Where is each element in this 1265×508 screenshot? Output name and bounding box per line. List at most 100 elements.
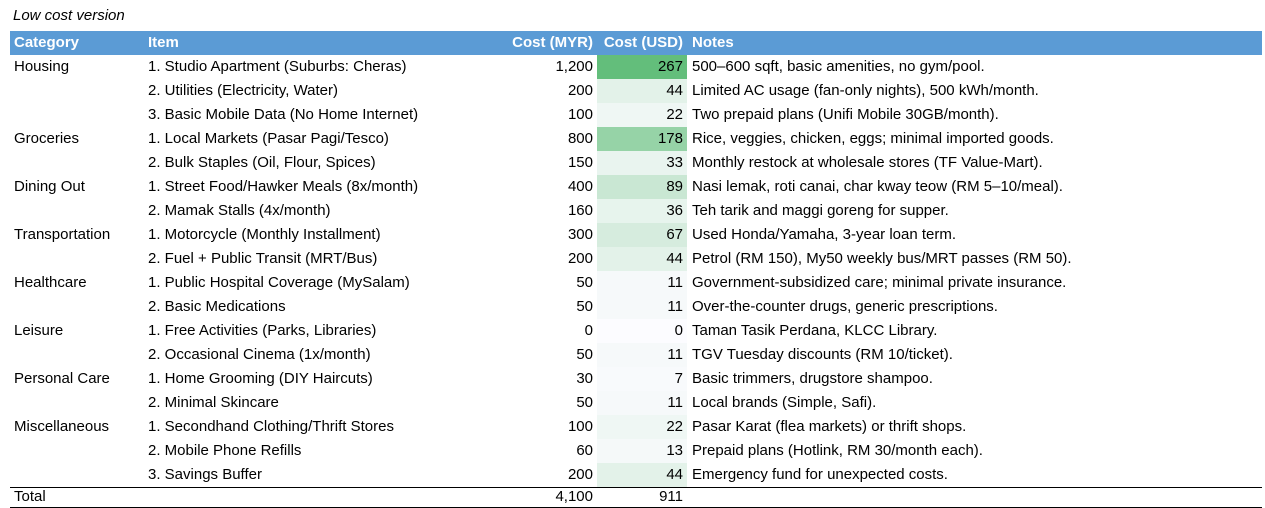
cell-category[interactable] [10,151,148,175]
cell-notes[interactable]: Basic trimmers, drugstore shampoo. [692,370,933,387]
cell-notes[interactable]: Rice, veggies, chicken, eggs; minimal im… [692,130,1054,147]
cell-item[interactable]: 3. Basic Mobile Data (No Home Internet) [148,106,419,123]
cell-item[interactable]: 1. Studio Apartment (Suburbs: Cheras) [148,58,407,75]
cell-notes[interactable]: Teh tarik and maggi goreng for supper. [692,202,949,219]
cell-cost-usd[interactable]: 0 [597,319,687,343]
cell-cost-usd[interactable]: 44 [597,247,687,271]
total-cost-myr[interactable]: 4,100 [555,488,593,505]
cell-item[interactable]: 1. Motorcycle (Monthly Installment) [148,226,381,243]
cell-category[interactable] [10,103,148,127]
cell-cost-myr[interactable]: 100 [567,106,593,123]
cell-cost-myr[interactable]: 300 [567,226,593,243]
cell-category[interactable] [10,391,148,415]
cell-cost-usd[interactable]: 267 [597,55,687,79]
cell-item[interactable]: 3. Savings Buffer [148,466,262,483]
cell-cost-usd[interactable]: 7 [597,367,687,391]
cell-cost-myr[interactable]: 800 [567,130,593,147]
cell-cost-usd[interactable]: 11 [597,271,687,295]
cell-cost-myr[interactable]: 1,200 [555,58,593,75]
cell-category[interactable]: Transportation [14,226,111,243]
cell-notes[interactable]: Monthly restock at wholesale stores (TF … [692,154,1043,171]
cell-item[interactable]: 2. Utilities (Electricity, Water) [148,82,339,99]
cell-notes[interactable]: Local brands (Simple, Safi). [692,394,877,411]
cell-category[interactable]: Miscellaneous [14,418,110,435]
cell-cost-myr[interactable]: 150 [567,154,593,171]
cell-cost-usd[interactable]: 22 [597,415,687,439]
cell-notes[interactable]: Used Honda/Yamaha, 3-year loan term. [692,226,957,243]
cell-category[interactable] [10,295,148,319]
cell-notes[interactable]: Government-subsidized care; minimal priv… [692,274,1067,291]
cell-notes[interactable]: Limited AC usage (fan-only nights), 500 … [692,82,1039,99]
column-header-cost-myr[interactable]: Cost (MYR) [512,34,593,51]
cell-cost-usd[interactable]: 11 [597,391,687,415]
cell-notes[interactable]: Nasi lemak, roti canai, char kway teow (… [692,178,1063,195]
cell-cost-usd[interactable]: 11 [597,343,687,367]
table-row: 2. Basic Medications 50 11 Over-the-coun… [10,295,1262,319]
cell-cost-myr[interactable]: 200 [567,82,593,99]
cell-category[interactable] [10,79,148,103]
cell-item[interactable]: 1. Local Markets (Pasar Pagi/Tesco) [148,130,389,147]
column-header-notes[interactable]: Notes [692,34,734,51]
cell-category[interactable] [10,247,148,271]
cell-item[interactable]: 1. Secondhand Clothing/Thrift Stores [148,418,394,435]
cell-category[interactable] [10,439,148,463]
column-header-item[interactable]: Item [148,34,179,51]
cell-item[interactable]: 2. Occasional Cinema (1x/month) [148,346,371,363]
cell-notes[interactable]: 500–600 sqft, basic amenities, no gym/po… [692,58,985,75]
cell-notes[interactable]: Emergency fund for unexpected costs. [692,466,948,483]
cell-item[interactable]: 2. Basic Medications [148,298,286,315]
cell-category[interactable]: Groceries [14,130,80,147]
cell-notes[interactable]: Two prepaid plans (Unifi Mobile 30GB/mon… [692,106,999,123]
cell-category[interactable]: Personal Care [14,370,110,387]
cell-item[interactable]: 1. Public Hospital Coverage (MySalam) [148,274,410,291]
cell-cost-myr[interactable]: 30 [576,370,593,387]
cell-cost-usd[interactable]: 22 [597,103,687,127]
cell-cost-myr[interactable]: 400 [567,178,593,195]
table-row: Housing 1. Studio Apartment (Suburbs: Ch… [10,55,1262,79]
cell-cost-usd[interactable]: 178 [597,127,687,151]
column-header-category[interactable]: Category [14,34,80,51]
cell-cost-usd[interactable]: 33 [597,151,687,175]
cell-notes[interactable]: Over-the-counter drugs, generic prescrip… [692,298,998,315]
cell-notes[interactable]: Prepaid plans (Hotlink, RM 30/month each… [692,442,983,459]
cell-cost-myr[interactable]: 50 [576,298,593,315]
cell-notes[interactable]: Taman Tasik Perdana, KLCC Library. [692,322,938,339]
cell-item[interactable]: 1. Street Food/Hawker Meals (8x/month) [148,178,419,195]
cell-notes[interactable]: Petrol (RM 150), My50 weekly bus/MRT pas… [692,250,1072,267]
cell-item[interactable]: 2. Bulk Staples (Oil, Flour, Spices) [148,154,376,171]
cell-cost-myr[interactable]: 50 [576,346,593,363]
cell-cost-myr[interactable]: 50 [576,394,593,411]
cell-cost-usd[interactable]: 13 [597,439,687,463]
cell-cost-usd[interactable]: 44 [597,79,687,103]
cell-cost-usd[interactable]: 89 [597,175,687,199]
cell-category[interactable]: Healthcare [14,274,87,291]
cell-cost-myr[interactable]: 200 [567,250,593,267]
cell-cost-myr[interactable]: 100 [567,418,593,435]
cell-cost-myr[interactable]: 200 [567,466,593,483]
cell-cost-myr[interactable]: 0 [584,322,593,339]
total-cost-usd[interactable]: 911 [659,488,683,505]
cell-cost-usd[interactable]: 11 [597,295,687,319]
cell-item[interactable]: 1. Free Activities (Parks, Libraries) [148,322,377,339]
cell-category[interactable]: Housing [14,58,70,75]
total-label[interactable]: Total [14,488,46,505]
cell-item[interactable]: 1. Home Grooming (DIY Haircuts) [148,370,373,387]
cell-item[interactable]: 2. Minimal Skincare [148,394,279,411]
cell-notes[interactable]: Pasar Karat (flea markets) or thrift sho… [692,418,967,435]
cell-item[interactable]: 2. Fuel + Public Transit (MRT/Bus) [148,250,378,267]
cell-cost-usd[interactable]: 36 [597,199,687,223]
cell-item[interactable]: 2. Mobile Phone Refills [148,442,302,459]
cell-notes[interactable]: TGV Tuesday discounts (RM 10/ticket). [692,346,953,363]
cell-cost-usd[interactable]: 44 [597,463,687,487]
cell-category[interactable]: Dining Out [14,178,85,195]
cell-item[interactable]: 2. Mamak Stalls (4x/month) [148,202,331,219]
cell-category[interactable] [10,199,148,223]
cell-category[interactable] [10,463,148,487]
cell-category[interactable] [10,343,148,367]
cell-cost-myr[interactable]: 50 [576,274,593,291]
cell-cost-usd[interactable]: 67 [597,223,687,247]
cell-cost-myr[interactable]: 160 [567,202,593,219]
cell-cost-myr[interactable]: 60 [576,442,593,459]
cell-category[interactable]: Leisure [14,322,64,339]
column-header-cost-usd[interactable]: Cost (USD) [603,34,683,51]
